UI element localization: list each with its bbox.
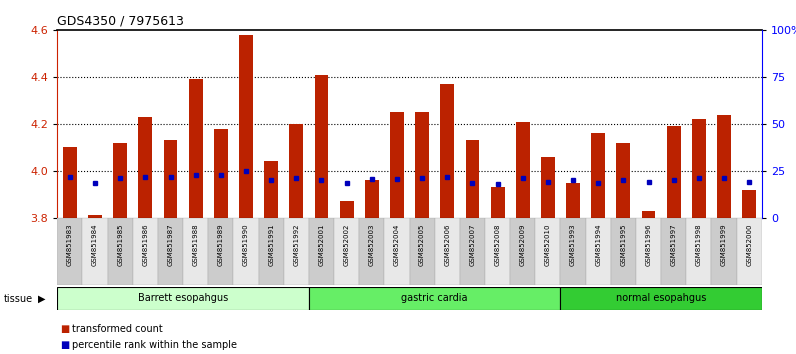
Bar: [560, 218, 586, 285]
Bar: [642, 211, 655, 218]
Text: GDS4350 / 7975613: GDS4350 / 7975613: [57, 15, 184, 28]
Text: GSM851998: GSM851998: [696, 224, 702, 266]
Text: GSM852005: GSM852005: [419, 224, 425, 266]
Text: GSM852007: GSM852007: [470, 224, 475, 266]
Bar: [158, 218, 183, 285]
Text: GSM851983: GSM851983: [67, 224, 73, 266]
Bar: [63, 147, 76, 218]
Bar: [57, 287, 309, 310]
Bar: [616, 143, 630, 218]
Bar: [541, 157, 555, 218]
Bar: [133, 218, 158, 285]
Text: transformed count: transformed count: [72, 324, 162, 333]
Bar: [57, 218, 83, 285]
Bar: [743, 190, 756, 218]
Text: tissue: tissue: [4, 294, 33, 304]
Bar: [309, 287, 560, 310]
Bar: [290, 124, 303, 218]
Bar: [490, 187, 505, 218]
Bar: [359, 218, 384, 285]
Bar: [661, 218, 686, 285]
Bar: [139, 117, 152, 218]
Bar: [88, 215, 102, 218]
Bar: [334, 218, 359, 285]
Text: GSM851993: GSM851993: [570, 224, 576, 266]
Bar: [384, 218, 409, 285]
Text: GSM851996: GSM851996: [646, 224, 652, 266]
Bar: [485, 218, 510, 285]
Bar: [435, 218, 460, 285]
Text: GSM852010: GSM852010: [545, 224, 551, 266]
Text: GSM851988: GSM851988: [193, 224, 199, 266]
Bar: [611, 218, 636, 285]
Text: GSM851999: GSM851999: [721, 224, 727, 266]
Bar: [466, 140, 479, 218]
Text: GSM852001: GSM852001: [318, 224, 325, 266]
Bar: [83, 218, 107, 285]
Bar: [164, 140, 178, 218]
Bar: [712, 218, 736, 285]
Bar: [264, 161, 278, 218]
Bar: [113, 143, 127, 218]
Text: GSM852006: GSM852006: [444, 224, 451, 266]
Bar: [365, 180, 379, 218]
Text: GSM851985: GSM851985: [117, 224, 123, 266]
Text: GSM851984: GSM851984: [92, 224, 98, 266]
Text: Barrett esopahgus: Barrett esopahgus: [138, 293, 228, 303]
Bar: [591, 133, 605, 218]
Text: GSM851997: GSM851997: [671, 224, 677, 266]
Bar: [309, 218, 334, 285]
Bar: [239, 35, 253, 218]
Bar: [717, 114, 731, 218]
Text: GSM851989: GSM851989: [218, 224, 224, 266]
Bar: [189, 79, 203, 218]
Text: GSM852008: GSM852008: [494, 224, 501, 266]
Bar: [460, 218, 485, 285]
Bar: [283, 218, 309, 285]
Bar: [409, 218, 435, 285]
Text: GSM851991: GSM851991: [268, 224, 274, 266]
Text: GSM851987: GSM851987: [167, 224, 174, 266]
Bar: [586, 218, 611, 285]
Text: ▶: ▶: [38, 294, 45, 304]
Text: gastric cardia: gastric cardia: [401, 293, 468, 303]
Text: GSM852003: GSM852003: [369, 224, 375, 266]
Text: ■: ■: [60, 324, 69, 333]
Text: ■: ■: [60, 340, 69, 350]
Bar: [566, 183, 580, 218]
Text: GSM851992: GSM851992: [293, 224, 299, 266]
Text: GSM851995: GSM851995: [620, 224, 626, 266]
Bar: [692, 119, 706, 218]
Text: GSM851986: GSM851986: [142, 224, 148, 266]
Text: normal esopahgus: normal esopahgus: [616, 293, 706, 303]
Text: GSM852004: GSM852004: [394, 224, 400, 266]
Bar: [516, 121, 529, 218]
Bar: [209, 218, 233, 285]
Bar: [183, 218, 209, 285]
Bar: [416, 112, 429, 218]
Bar: [510, 218, 536, 285]
Bar: [560, 287, 762, 310]
Bar: [536, 218, 560, 285]
Bar: [686, 218, 712, 285]
Text: GSM851994: GSM851994: [595, 224, 601, 266]
Bar: [233, 218, 259, 285]
Text: percentile rank within the sample: percentile rank within the sample: [72, 340, 236, 350]
Bar: [214, 129, 228, 218]
Text: GSM852000: GSM852000: [746, 224, 752, 266]
Bar: [736, 218, 762, 285]
Bar: [107, 218, 133, 285]
Bar: [259, 218, 283, 285]
Bar: [314, 75, 329, 218]
Text: GSM851990: GSM851990: [243, 224, 249, 266]
Bar: [667, 126, 681, 218]
Bar: [340, 201, 353, 218]
Text: GSM852009: GSM852009: [520, 224, 526, 266]
Bar: [440, 84, 455, 218]
Bar: [390, 112, 404, 218]
Text: GSM852002: GSM852002: [344, 224, 349, 266]
Bar: [636, 218, 661, 285]
